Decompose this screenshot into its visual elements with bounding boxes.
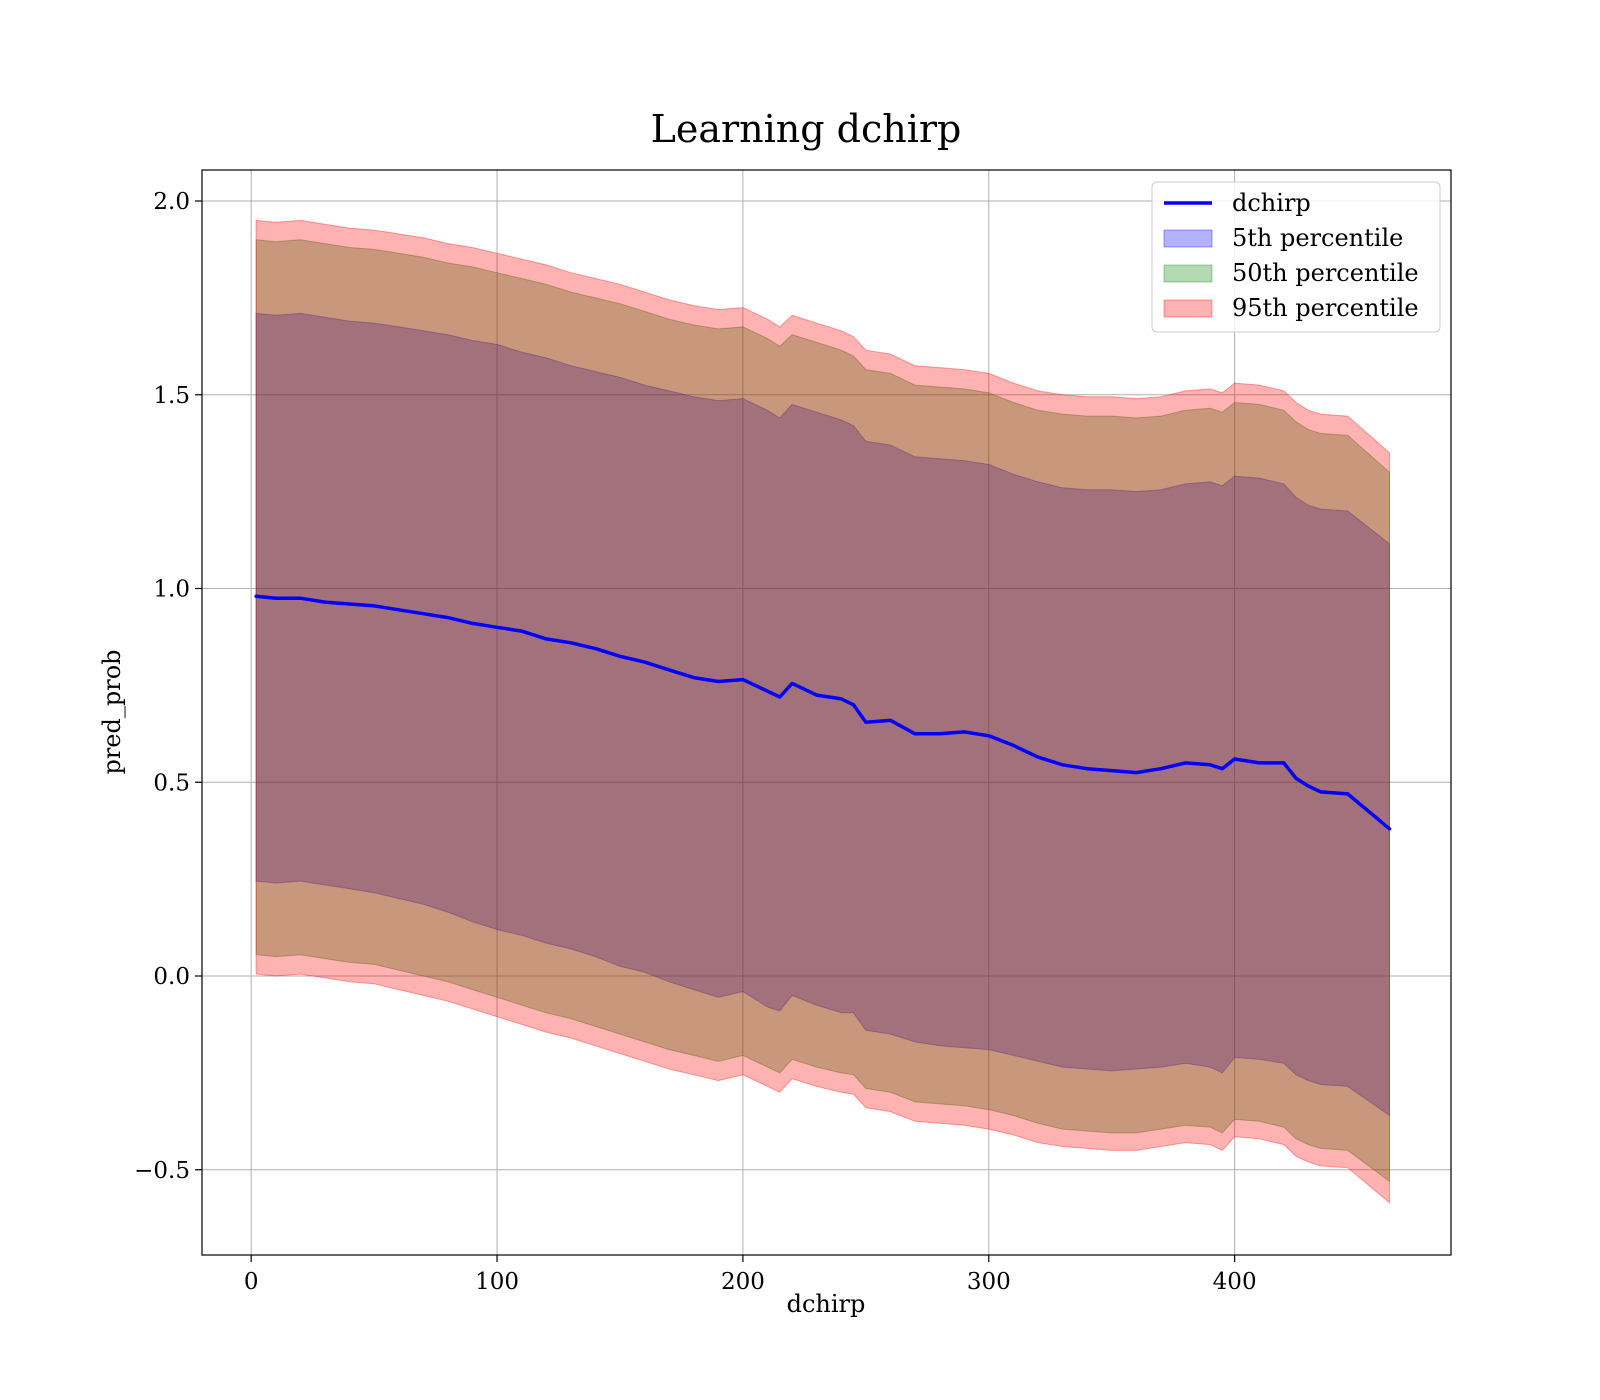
legend-swatch-50th-percentile bbox=[1163, 264, 1213, 283]
legend-swatch-5th-percentile bbox=[1163, 229, 1213, 248]
legend-label-dchirp: dchirp bbox=[1232, 189, 1311, 217]
plot-area-frame bbox=[201, 169, 1452, 1256]
legend-box bbox=[1151, 181, 1441, 333]
x-axis-ticks: 0 100 200 300 400 bbox=[244, 1255, 1257, 1295]
y-axis-ticks: −0.5 0.0 0.5 1.0 1.5 2.0 bbox=[134, 189, 202, 1184]
line-dchirp bbox=[254, 594, 1392, 831]
legend: dchirp 5th percentile 50th percentile 95th … bbox=[1151, 181, 1441, 333]
x-tick-label: 0 bbox=[244, 1269, 259, 1295]
legend-label-50th-percentile: 50th percentile bbox=[1232, 259, 1419, 287]
x-axis-label: dchirp bbox=[787, 1290, 866, 1318]
x-tick-label: 100 bbox=[475, 1269, 519, 1295]
band-50th-percentile bbox=[255, 239, 1390, 1183]
band-5th-percentile bbox=[255, 312, 1390, 1117]
y-tick-label: 1.0 bbox=[153, 577, 190, 603]
y-tick-label: 2.0 bbox=[153, 189, 190, 215]
legend-swatch-95th-percentile bbox=[1163, 299, 1213, 318]
x-tick-label: 400 bbox=[1213, 1269, 1257, 1295]
grid-lines bbox=[202, 170, 1451, 1255]
legend-label-5th-percentile: 5th percentile bbox=[1232, 224, 1403, 252]
y-tick-label: −0.5 bbox=[134, 1158, 190, 1184]
x-tick-label: 200 bbox=[721, 1269, 765, 1295]
y-tick-label: 0.5 bbox=[153, 770, 190, 796]
chart-title: Learning dchirp bbox=[651, 107, 962, 151]
band-95th-percentile bbox=[255, 219, 1390, 1204]
percentile-bands bbox=[255, 219, 1390, 1204]
legend-label-95th-percentile: 95th percentile bbox=[1232, 294, 1419, 322]
y-axis-label: pred_prob bbox=[98, 649, 126, 774]
series-lines bbox=[254, 594, 1392, 831]
y-tick-label: 1.5 bbox=[153, 383, 190, 409]
x-tick-label: 300 bbox=[967, 1269, 1011, 1295]
y-tick-label: 0.0 bbox=[153, 964, 190, 990]
